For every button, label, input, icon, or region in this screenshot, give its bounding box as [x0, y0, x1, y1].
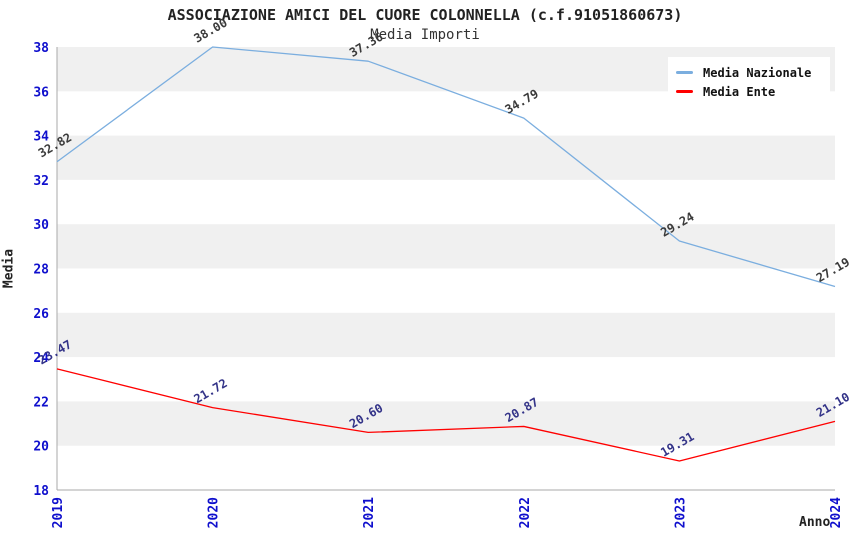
legend: Media Nazionale Media Ente	[668, 57, 830, 107]
series-line-media-ente	[56, 368, 836, 462]
y-tick-label: 20	[33, 440, 49, 455]
data-label-media-ente: 23.47	[36, 337, 74, 367]
legend-item-media-nazionale: Media Nazionale	[676, 64, 822, 81]
series-line-media-nazionale	[56, 46, 836, 288]
x-tick-label: 2020	[207, 497, 222, 528]
x-tick-label: 2019	[51, 497, 66, 528]
x-axis-title: Anno	[799, 515, 831, 530]
legend-label-nazionale: Media Nazionale	[703, 65, 812, 80]
y-tick-label: 22	[33, 395, 49, 410]
x-tick-label: 2022	[518, 497, 533, 528]
data-label-media-nazionale: 38.00	[191, 15, 229, 45]
plot-band	[57, 401, 835, 446]
y-tick-label: 28	[33, 263, 49, 278]
y-axis-title: Media	[1, 248, 17, 289]
y-tick-label: 32	[33, 174, 49, 189]
x-tick-label: 2021	[362, 497, 377, 528]
plot-band	[57, 135, 835, 180]
y-tick-label: 30	[33, 218, 49, 233]
x-tick-label: 2024	[829, 497, 844, 528]
legend-label-ente: Media Ente	[703, 84, 776, 99]
chart-title: ASSOCIAZIONE AMICI DEL CUORE COLONNELLA …	[167, 6, 683, 24]
legend-item-media-ente: Media Ente	[676, 83, 822, 100]
legend-swatch-ente-icon	[676, 90, 693, 93]
plot-band	[57, 224, 835, 269]
legend-swatch-nazionale-icon	[676, 71, 693, 74]
y-tick-label: 34	[33, 130, 49, 145]
plot-band	[57, 312, 835, 358]
y-tick-label: 26	[33, 307, 49, 322]
y-tick-label: 36	[33, 85, 49, 100]
x-tick-label: 2023	[673, 497, 688, 528]
y-tick-label: 24	[33, 351, 49, 366]
y-tick-label: 18	[33, 484, 49, 499]
chart-subtitle: Media Importi	[370, 27, 480, 43]
y-tick-label: 38	[33, 41, 49, 56]
